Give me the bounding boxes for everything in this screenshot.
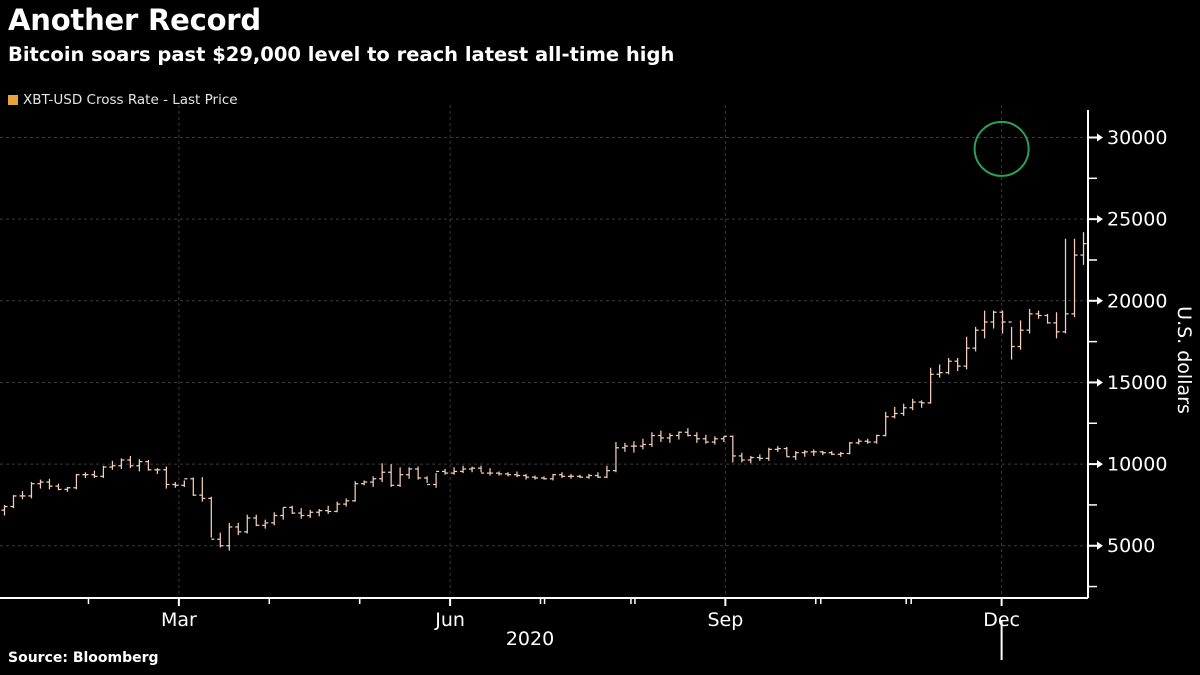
source-attribution: Source: Bloomberg [8,650,159,666]
y-tick-label: 30000 [1107,127,1167,149]
chart-legend: XBT-USD Cross Rate - Last Price [8,92,238,108]
y-tick-label: 25000 [1107,209,1167,231]
x-axis-title: 2020 [506,628,554,650]
y-tick-label: 10000 [1107,454,1167,476]
page-subtitle: Bitcoin soars past $29,000 level to reac… [8,43,675,66]
gridlines [0,105,1088,598]
y-tick-label: 20000 [1107,290,1167,312]
axis-tick-labels: 5000 10000 15000 20000 25000 30000 Mar Jun Sep De… [161,127,1168,631]
axes [0,110,1103,660]
y-axis-title: U.S. dollars [1173,306,1195,414]
ohlc-bars [1,232,1087,551]
all-time-high-highlight-icon [973,120,1030,177]
legend-series-label: XBT-USD Cross Rate - Last Price [23,92,238,108]
page-title: Another Record [8,3,261,37]
x-tick-label: Sep [707,609,743,631]
x-tick-label: Dec [983,609,1020,631]
x-tick-label: Jun [434,609,465,631]
y-tick-label: 5000 [1107,535,1155,557]
legend-swatch-icon [8,95,18,105]
y-tick-label: 15000 [1107,372,1167,394]
x-tick-label: Mar [161,609,197,631]
